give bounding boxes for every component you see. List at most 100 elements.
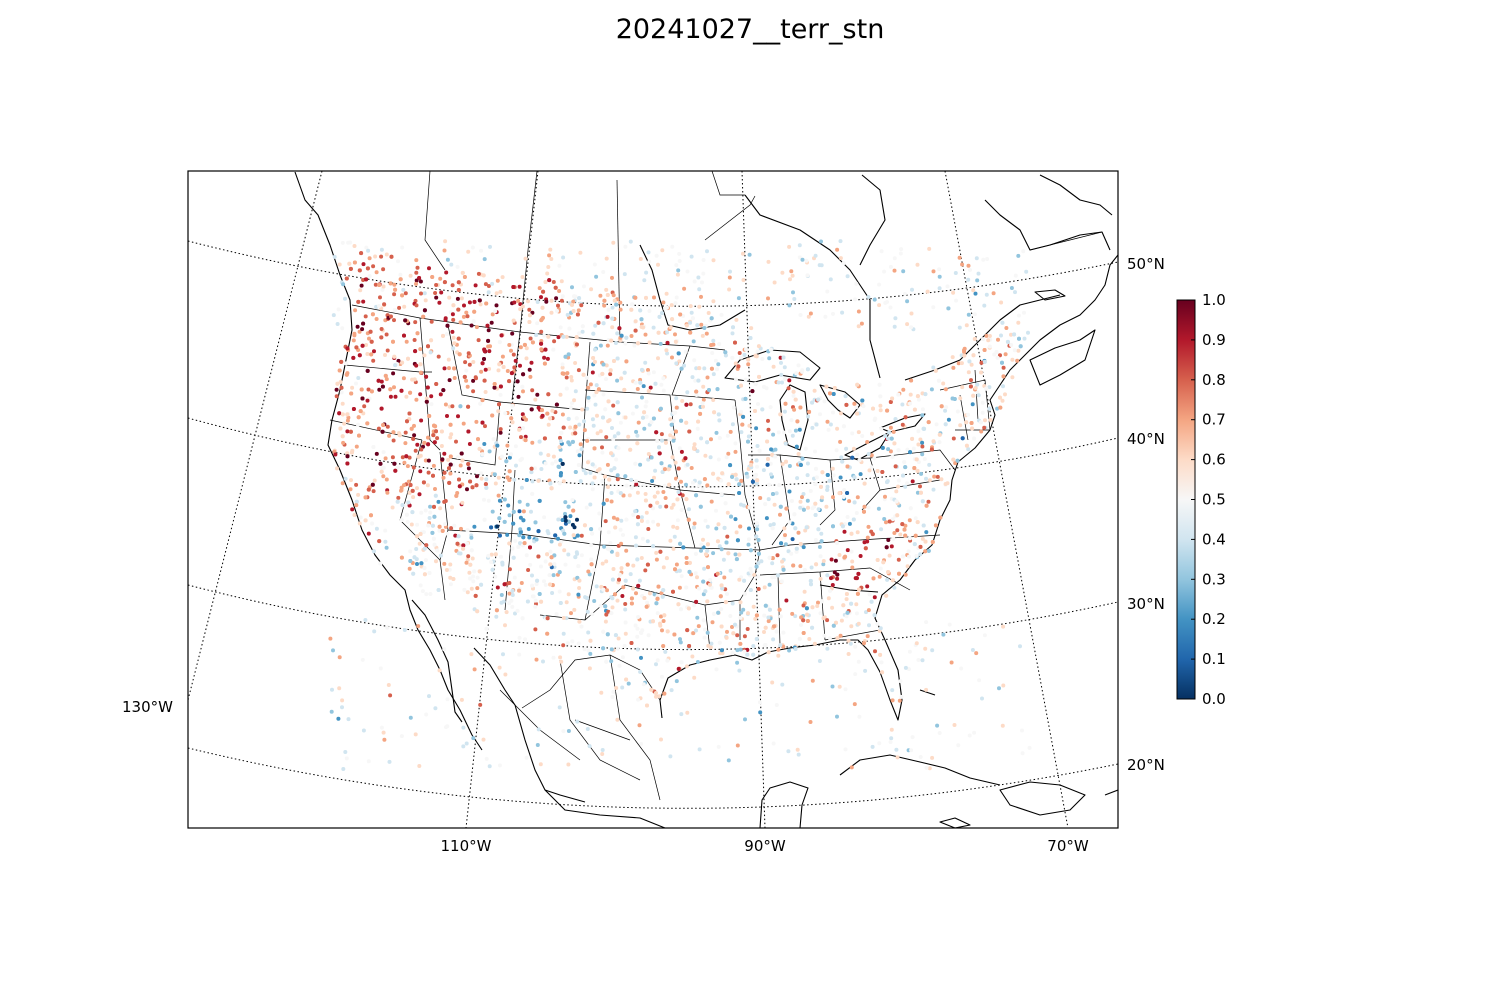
station-point — [477, 569, 482, 574]
station-point — [650, 479, 655, 483]
station-point — [456, 534, 461, 539]
station-point — [607, 547, 612, 552]
station-point — [759, 559, 764, 564]
station-point — [791, 393, 796, 398]
station-point — [408, 549, 413, 554]
station-point — [676, 268, 681, 273]
station-point — [701, 618, 706, 623]
station-point — [418, 370, 423, 375]
station-point — [676, 466, 681, 471]
station-point — [719, 583, 724, 588]
station-point — [474, 419, 479, 424]
station-point — [477, 298, 482, 303]
station-point — [975, 382, 980, 387]
station-point — [584, 375, 589, 380]
station-point — [830, 466, 835, 471]
station-point — [877, 741, 882, 746]
station-point — [662, 467, 667, 472]
station-point — [696, 275, 701, 280]
station-point — [643, 332, 648, 337]
station-point — [601, 646, 606, 651]
station-point — [760, 407, 765, 412]
station-point — [1021, 249, 1026, 254]
station-point — [901, 473, 905, 478]
station-point — [920, 407, 925, 412]
station-point — [565, 641, 570, 646]
station-point — [414, 363, 419, 368]
station-point — [792, 512, 797, 517]
station-point — [469, 548, 474, 553]
station-point — [695, 426, 700, 431]
station-point — [408, 559, 413, 563]
station-point — [484, 477, 489, 482]
station-point — [681, 545, 686, 550]
station-point — [670, 317, 675, 322]
station-point — [653, 381, 658, 386]
station-point — [953, 271, 958, 275]
station-point — [629, 307, 634, 312]
station-point — [561, 729, 566, 734]
station-point — [399, 488, 403, 493]
station-point — [594, 584, 599, 589]
station-point — [516, 394, 521, 399]
station-point — [1018, 344, 1023, 349]
station-point — [448, 422, 453, 427]
station-point — [946, 306, 951, 311]
station-point — [735, 633, 740, 638]
station-point — [623, 578, 628, 583]
station-point — [391, 371, 396, 376]
station-point — [798, 564, 803, 569]
station-point — [1013, 273, 1018, 278]
station-point — [447, 567, 452, 572]
station-point — [890, 517, 895, 522]
station-point — [664, 291, 669, 296]
station-point — [790, 433, 795, 438]
station-point — [984, 386, 989, 391]
station-point — [367, 256, 372, 261]
station-point — [982, 633, 987, 638]
station-point — [980, 400, 985, 405]
station-point — [548, 562, 553, 567]
station-point — [335, 381, 340, 386]
station-point — [355, 324, 360, 329]
station-point — [456, 288, 461, 292]
station-point — [424, 543, 429, 548]
station-point — [708, 578, 713, 582]
station-point — [586, 569, 591, 574]
station-point — [400, 293, 405, 298]
station-point — [832, 386, 837, 390]
station-point — [623, 341, 628, 346]
station-point — [870, 744, 875, 749]
station-point — [651, 544, 656, 549]
station-point — [786, 749, 791, 754]
station-point — [669, 688, 674, 693]
station-point — [618, 527, 623, 532]
station-point — [707, 388, 711, 392]
station-point — [518, 363, 522, 368]
station-point — [891, 429, 896, 434]
station-point — [818, 412, 822, 417]
station-point — [817, 659, 822, 663]
station-point — [943, 422, 948, 427]
station-point — [412, 555, 417, 560]
station-point — [629, 641, 634, 645]
station-point — [443, 402, 448, 407]
station-point — [788, 277, 792, 282]
station-point — [766, 650, 771, 655]
station-point — [982, 348, 987, 352]
station-point — [920, 499, 925, 504]
station-point — [457, 477, 461, 482]
station-point — [340, 481, 345, 486]
station-point — [697, 366, 702, 371]
station-point — [789, 499, 794, 503]
station-point — [446, 457, 451, 462]
station-point — [534, 333, 539, 337]
station-point — [690, 375, 695, 380]
station-point — [433, 291, 438, 295]
station-point — [451, 346, 456, 351]
station-point — [763, 603, 768, 608]
station-point — [572, 525, 577, 530]
station-point — [813, 482, 818, 487]
station-point — [679, 479, 683, 484]
station-point — [850, 559, 855, 564]
